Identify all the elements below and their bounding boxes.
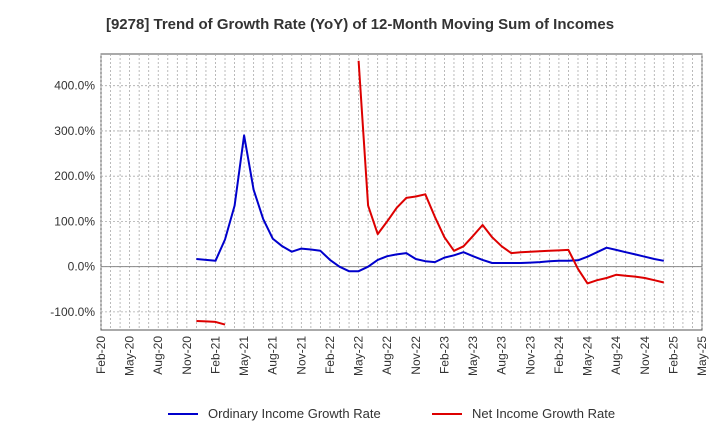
- x-tick-label: Feb-22: [323, 336, 337, 374]
- series-line-net-income: [196, 320, 226, 326]
- x-tick-label: Feb-20: [94, 336, 108, 374]
- x-tick-label: Aug-21: [266, 336, 280, 375]
- legend-label: Ordinary Income Growth Rate: [208, 406, 381, 421]
- x-tick-label: May-21: [237, 336, 251, 376]
- x-tick-label: Nov-23: [523, 336, 537, 375]
- x-tick-label: Feb-24: [552, 336, 566, 374]
- y-tick-label: 0.0%: [68, 260, 96, 274]
- y-tick-label: 100.0%: [54, 214, 95, 228]
- x-tick-label: Nov-20: [180, 336, 194, 375]
- x-tick-label: Aug-22: [380, 336, 394, 375]
- x-tick-label: May-22: [352, 336, 366, 376]
- x-tick-label: Nov-24: [638, 336, 652, 375]
- y-tick-label: 200.0%: [54, 169, 95, 183]
- series-line-net-income: [357, 60, 665, 285]
- x-tick-label: Aug-20: [151, 336, 165, 375]
- chart-title: [9278] Trend of Growth Rate (YoY) of 12-…: [105, 16, 615, 33]
- x-tick-label: Feb-21: [208, 336, 222, 374]
- y-tick-label: 300.0%: [54, 124, 95, 138]
- legend-label: Net Income Growth Rate: [472, 406, 615, 421]
- x-tick-label: Feb-23: [437, 336, 451, 374]
- x-tick-label: May-20: [123, 336, 137, 376]
- x-tick-label: May-24: [581, 336, 595, 376]
- x-tick-label: Feb-25: [666, 336, 680, 374]
- x-tick-label: Aug-23: [495, 336, 509, 375]
- x-tick-label: May-25: [695, 336, 709, 376]
- y-tick-label: -100.0%: [50, 305, 95, 319]
- x-tick-label: Aug-24: [609, 336, 623, 375]
- y-tick-label: 400.0%: [54, 79, 95, 93]
- series-line-ordinary-income: [196, 134, 664, 273]
- x-tick-label: Nov-22: [409, 336, 423, 375]
- x-tick-label: Nov-21: [294, 336, 308, 375]
- plot-area: [100, 53, 703, 331]
- x-tick-label: May-23: [466, 336, 480, 376]
